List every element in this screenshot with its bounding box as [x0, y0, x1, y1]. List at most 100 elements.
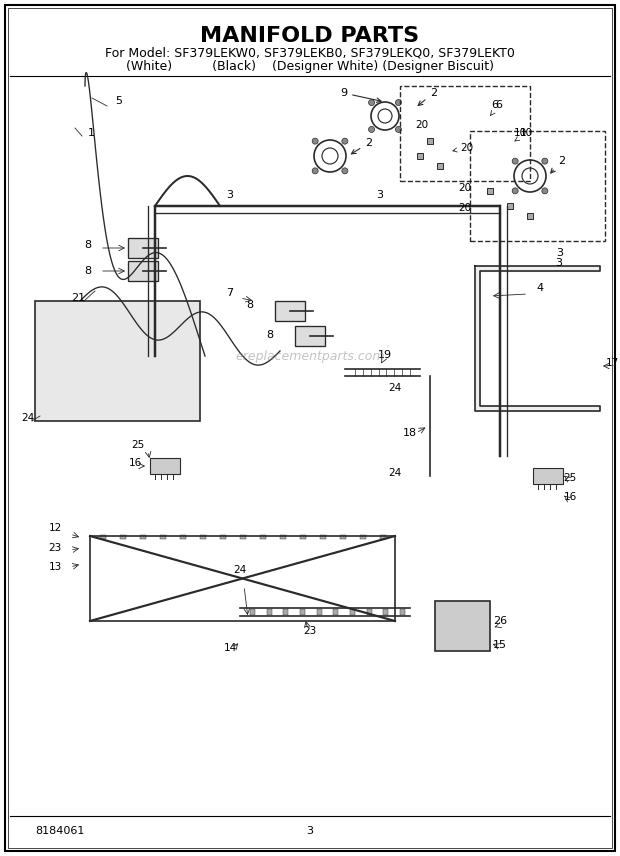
Text: 3: 3: [555, 258, 562, 268]
Bar: [35, 301, 200, 421]
Bar: [267, 609, 272, 615]
Text: 1: 1: [88, 128, 95, 138]
Bar: [435, 601, 490, 651]
Bar: [400, 609, 405, 615]
Text: 15: 15: [493, 640, 507, 650]
Text: 3: 3: [306, 826, 314, 836]
Circle shape: [312, 138, 318, 144]
Text: 23: 23: [48, 543, 61, 553]
Text: 16: 16: [128, 458, 141, 468]
Circle shape: [312, 168, 318, 174]
Text: 2: 2: [551, 156, 565, 173]
Bar: [300, 535, 306, 539]
Bar: [470, 131, 605, 241]
Bar: [340, 535, 346, 539]
Text: (White)          (Black)    (Designer White) (Designer Biscuit): (White) (Black) (Designer White) (Design…: [126, 60, 494, 73]
Text: 20: 20: [458, 203, 472, 213]
Bar: [383, 609, 388, 615]
Text: 2: 2: [418, 88, 437, 105]
Bar: [250, 609, 255, 615]
Bar: [150, 458, 180, 474]
Text: 17: 17: [605, 358, 619, 368]
Bar: [220, 535, 226, 539]
Bar: [417, 153, 423, 159]
Polygon shape: [475, 266, 600, 411]
Bar: [283, 609, 288, 615]
Bar: [527, 213, 533, 219]
Text: 2: 2: [352, 138, 372, 154]
Bar: [128, 238, 158, 258]
Bar: [507, 203, 513, 209]
Text: 6: 6: [490, 100, 502, 116]
Text: 24: 24: [233, 565, 247, 575]
Circle shape: [542, 187, 548, 193]
Text: 16: 16: [564, 492, 577, 502]
Text: 13: 13: [48, 562, 61, 572]
Bar: [380, 535, 386, 539]
Bar: [120, 535, 126, 539]
Circle shape: [396, 99, 401, 105]
Text: 20: 20: [415, 120, 428, 130]
Bar: [350, 609, 355, 615]
Text: 12: 12: [48, 523, 61, 533]
Bar: [280, 535, 286, 539]
Text: 18: 18: [403, 428, 417, 438]
Circle shape: [512, 187, 518, 193]
Text: 21: 21: [71, 293, 85, 303]
Text: 3: 3: [226, 190, 234, 200]
Bar: [317, 609, 322, 615]
Bar: [140, 535, 146, 539]
Circle shape: [396, 127, 401, 133]
Bar: [366, 609, 371, 615]
Text: ereplacementparts.com: ereplacementparts.com: [235, 349, 385, 362]
Bar: [160, 535, 166, 539]
Text: 8: 8: [84, 266, 92, 276]
Circle shape: [512, 158, 518, 164]
Circle shape: [342, 138, 348, 144]
Text: 24: 24: [388, 468, 402, 478]
Bar: [128, 261, 158, 281]
Circle shape: [368, 99, 374, 105]
Bar: [427, 138, 433, 144]
Text: 23: 23: [303, 626, 317, 636]
Bar: [200, 535, 206, 539]
Text: 6: 6: [492, 100, 498, 110]
Text: 4: 4: [536, 283, 544, 293]
Text: 3: 3: [557, 248, 564, 258]
Text: 8: 8: [246, 300, 254, 310]
Bar: [100, 535, 106, 539]
Text: 19: 19: [378, 350, 392, 360]
Text: 24: 24: [21, 413, 35, 423]
Text: 10: 10: [515, 128, 533, 141]
Bar: [295, 326, 325, 346]
Bar: [533, 468, 563, 484]
Text: For Model: SF379LEKW0, SF379LEKB0, SF379LEKQ0, SF379LEKT0: For Model: SF379LEKW0, SF379LEKB0, SF379…: [105, 46, 515, 60]
Bar: [437, 163, 443, 169]
Bar: [400, 86, 530, 181]
Bar: [487, 188, 493, 194]
Bar: [275, 301, 305, 321]
Text: MANIFOLD PARTS: MANIFOLD PARTS: [200, 26, 420, 46]
Bar: [260, 535, 266, 539]
Text: 20: 20: [458, 183, 472, 193]
Text: 24: 24: [388, 383, 402, 393]
Text: 5: 5: [115, 96, 122, 106]
Text: 8184061: 8184061: [35, 826, 84, 836]
Bar: [240, 535, 246, 539]
Circle shape: [368, 127, 374, 133]
Bar: [320, 535, 326, 539]
Text: 25: 25: [564, 473, 577, 483]
Text: 9: 9: [340, 88, 381, 103]
Text: 20: 20: [453, 143, 473, 153]
Text: 26: 26: [493, 616, 507, 626]
Text: 10: 10: [513, 128, 526, 138]
Text: 25: 25: [131, 440, 144, 450]
Bar: [334, 609, 339, 615]
Text: 3: 3: [376, 190, 384, 200]
Text: 8: 8: [84, 240, 92, 250]
Bar: [180, 535, 186, 539]
Bar: [360, 535, 366, 539]
Text: 7: 7: [226, 288, 234, 298]
Circle shape: [342, 168, 348, 174]
Circle shape: [542, 158, 548, 164]
